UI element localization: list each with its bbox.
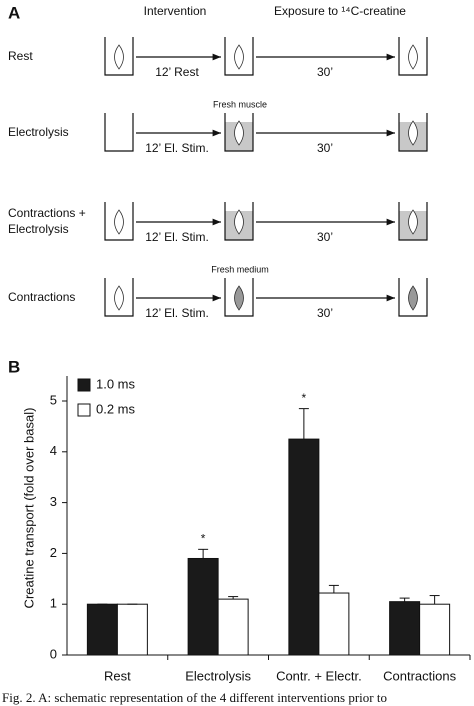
annotation: * bbox=[201, 532, 206, 546]
row-label: Contractions + bbox=[8, 206, 86, 220]
error-bar bbox=[198, 548, 209, 559]
row-label: Electrolysis bbox=[8, 125, 69, 139]
y-tick-label: 2 bbox=[50, 545, 57, 560]
legend-swatch bbox=[77, 378, 91, 392]
beaker bbox=[104, 37, 134, 76]
muscle bbox=[234, 209, 244, 235]
beaker bbox=[398, 37, 428, 76]
annotation: * bbox=[302, 391, 307, 405]
muscle bbox=[114, 209, 124, 235]
muscle bbox=[408, 209, 418, 235]
beaker bbox=[398, 278, 428, 317]
x-tick-label: Contractions bbox=[383, 668, 456, 683]
panel-label: B bbox=[8, 357, 20, 376]
step-label: 30’ bbox=[317, 141, 333, 155]
row-label: Electrolysis bbox=[8, 222, 69, 236]
beaker bbox=[224, 113, 254, 152]
bar bbox=[389, 601, 421, 656]
muscle bbox=[408, 285, 418, 311]
header: Intervention bbox=[144, 4, 207, 18]
legend-swatch bbox=[77, 403, 91, 417]
beaker bbox=[104, 202, 134, 241]
step-label: 12’ El. Stim. bbox=[145, 141, 209, 155]
error-bar bbox=[399, 597, 410, 602]
bar bbox=[288, 438, 320, 656]
muscle bbox=[408, 120, 418, 146]
caption: Fig. 2. A: schematic representation of t… bbox=[2, 690, 387, 705]
row-label: Contractions bbox=[8, 290, 75, 304]
beaker bbox=[104, 278, 134, 317]
beaker bbox=[398, 113, 428, 152]
note: Fresh medium bbox=[211, 264, 269, 274]
note: Fresh muscle bbox=[213, 99, 267, 109]
bar bbox=[187, 557, 219, 656]
muscle bbox=[114, 44, 124, 70]
muscle bbox=[234, 44, 244, 70]
beaker bbox=[398, 202, 428, 241]
error-bar bbox=[328, 584, 339, 594]
step-label: 12’ El. Stim. bbox=[145, 306, 209, 320]
panel-label: A bbox=[8, 3, 20, 22]
x-tick-label: Rest bbox=[104, 668, 131, 683]
bar bbox=[318, 592, 350, 656]
muscle bbox=[234, 120, 244, 146]
bar bbox=[86, 603, 118, 656]
legend-label: 0.2 ms bbox=[96, 401, 136, 416]
x-tick-label: Electrolysis bbox=[185, 668, 251, 683]
step-label: 30’ bbox=[317, 306, 333, 320]
muscle bbox=[408, 44, 418, 70]
error-bar bbox=[429, 595, 440, 605]
bar bbox=[116, 603, 148, 656]
error-bar bbox=[228, 596, 239, 600]
row-label: Rest bbox=[8, 49, 33, 63]
y-tick-label: 1 bbox=[50, 596, 57, 611]
bar bbox=[217, 598, 249, 656]
y-axis-label: Creatine transport (fold over basal) bbox=[21, 408, 36, 609]
x-tick-label: Contr. + Electr. bbox=[276, 668, 362, 683]
beaker bbox=[224, 37, 254, 76]
step-label: 30’ bbox=[317, 230, 333, 244]
beaker bbox=[224, 278, 254, 317]
step-label: 12’ Rest bbox=[155, 65, 199, 79]
y-tick-label: 0 bbox=[50, 646, 57, 661]
step-label: 12’ El. Stim. bbox=[145, 230, 209, 244]
beaker bbox=[224, 202, 254, 241]
muscle bbox=[234, 285, 244, 311]
error-bar bbox=[298, 408, 309, 440]
step-label: 30’ bbox=[317, 65, 333, 79]
y-tick-label: 5 bbox=[50, 392, 57, 407]
legend-label: 1.0 ms bbox=[96, 376, 136, 391]
bar bbox=[419, 603, 451, 656]
beaker bbox=[104, 113, 134, 152]
y-tick-label: 3 bbox=[50, 494, 57, 509]
y-tick-label: 4 bbox=[50, 443, 57, 458]
muscle bbox=[114, 285, 124, 311]
header: Exposure to ¹⁴C-creatine bbox=[274, 4, 406, 18]
